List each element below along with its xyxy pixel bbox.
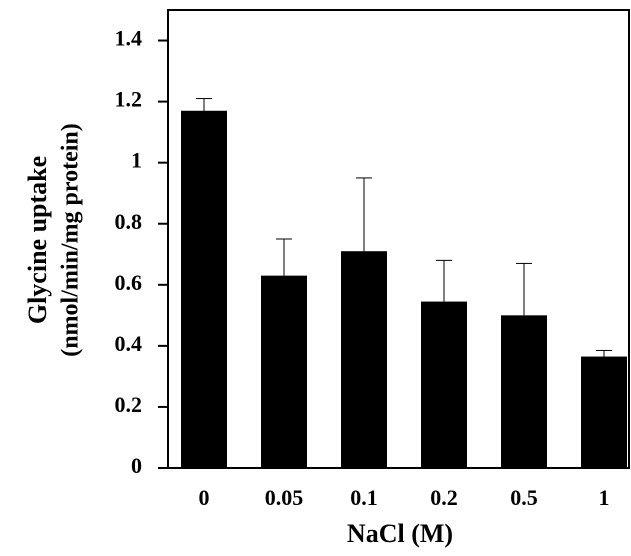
y-tick-label: 0.4 [115, 331, 143, 356]
x-tick-label: 0.5 [510, 485, 538, 510]
bar [181, 110, 227, 468]
y-tick-label: 0.2 [115, 392, 143, 417]
y-tick-label: 0.8 [115, 209, 143, 234]
bar [421, 301, 467, 468]
y-axis-label: (nmol/min/mg protein) [58, 123, 84, 357]
y-tick-label: 0 [131, 453, 142, 478]
y-tick-label: 1 [131, 148, 142, 173]
y-tick-label: 1.2 [115, 87, 143, 112]
x-tick-label: 0.2 [430, 485, 458, 510]
bar [261, 275, 307, 468]
x-tick-label: 0.1 [350, 485, 378, 510]
x-tick-label: 0.05 [265, 485, 304, 510]
x-tick-label: 1 [599, 485, 610, 510]
plot-frame [167, 9, 630, 469]
x-tick-label: 0 [199, 485, 210, 510]
bar [501, 315, 547, 468]
x-axis-label: NaCl (M) [347, 519, 453, 548]
y-tick-label: 0.6 [115, 270, 143, 295]
y-axis-label: Glycine uptake [23, 156, 52, 324]
bar [341, 251, 387, 468]
y-tick-label: 1.4 [115, 26, 143, 51]
bar [581, 356, 627, 468]
